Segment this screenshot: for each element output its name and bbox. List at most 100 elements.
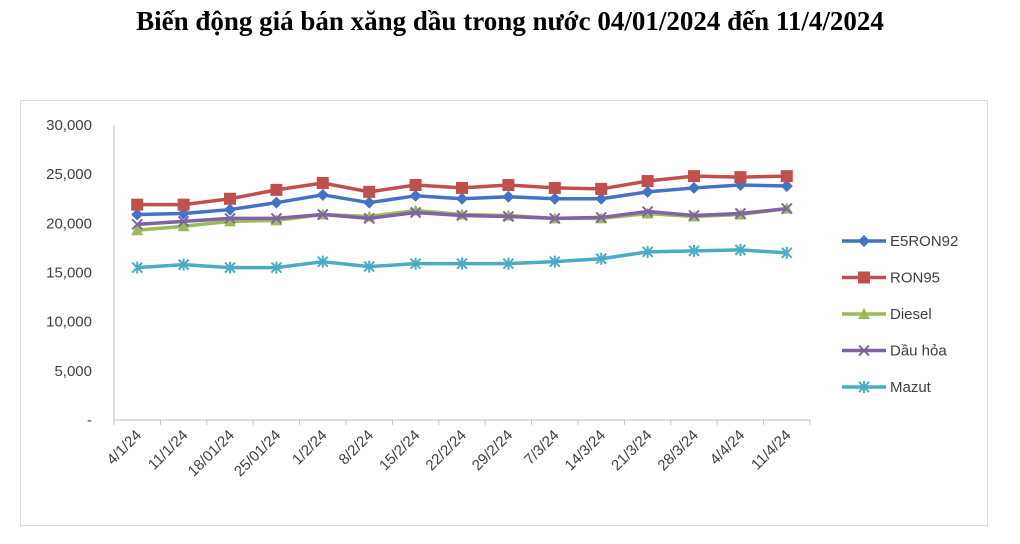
data-point bbox=[688, 244, 700, 257]
data-point bbox=[502, 257, 515, 270]
data-point bbox=[641, 245, 654, 258]
data-point bbox=[270, 261, 283, 274]
data-point bbox=[131, 218, 143, 231]
data-point bbox=[317, 208, 329, 221]
y-tick-label: 10,000 bbox=[46, 314, 92, 331]
x-tick-label: 1/2/24 bbox=[289, 427, 331, 469]
data-point bbox=[224, 261, 236, 274]
data-point bbox=[363, 196, 376, 209]
legend-item: Dầu hỏa bbox=[842, 343, 947, 360]
data-point bbox=[177, 220, 190, 232]
data-point bbox=[409, 206, 422, 219]
data-point bbox=[595, 252, 607, 265]
data-point bbox=[270, 196, 283, 209]
legend-label: Dầu hỏa bbox=[890, 343, 947, 360]
x-tick-label: 4/4/24 bbox=[707, 427, 749, 469]
data-point bbox=[549, 255, 561, 268]
series-mazut bbox=[131, 243, 793, 274]
x-tick-label: 7/3/24 bbox=[521, 427, 563, 469]
x-tick-label: 18/01/24 bbox=[185, 427, 238, 480]
x-tick-label: 21/3/24 bbox=[608, 427, 655, 474]
data-point bbox=[548, 192, 561, 205]
x-tick-label: 15/2/24 bbox=[376, 427, 423, 474]
data-point bbox=[177, 215, 190, 228]
legend-item: RON95 bbox=[842, 270, 940, 287]
x-tick-label: 4/1/24 bbox=[104, 427, 146, 469]
legend-marker bbox=[858, 344, 870, 357]
y-tick-label: 5,000 bbox=[54, 363, 92, 380]
data-point bbox=[688, 181, 700, 194]
legend-item: E5RON92 bbox=[842, 233, 958, 250]
legend: E5RON92 RON95 Diesel Dầu hỏa Mazut bbox=[842, 233, 958, 396]
data-point bbox=[734, 171, 747, 184]
legend-label: Mazut bbox=[890, 379, 932, 396]
data-point bbox=[595, 182, 608, 195]
data-point bbox=[780, 170, 793, 183]
data-point bbox=[595, 211, 607, 224]
x-tick-label: 11/4/24 bbox=[748, 427, 795, 474]
data-point bbox=[270, 212, 283, 225]
series-lines bbox=[131, 170, 793, 274]
x-tick-label: 29/2/24 bbox=[469, 427, 516, 474]
y-tick-label: 20,000 bbox=[46, 215, 92, 232]
data-point bbox=[781, 202, 793, 215]
data-point bbox=[131, 208, 144, 221]
legend-item: Diesel bbox=[842, 306, 932, 323]
data-point bbox=[641, 185, 654, 198]
data-point bbox=[131, 261, 143, 274]
series-ron95 bbox=[131, 170, 793, 211]
axes bbox=[113, 125, 811, 425]
legend-marker bbox=[858, 271, 870, 284]
x-tick-label: 8/2/24 bbox=[336, 427, 378, 469]
data-point bbox=[316, 188, 329, 201]
legend-marker bbox=[858, 381, 870, 393]
x-tick-label: 28/3/24 bbox=[654, 427, 701, 474]
y-tick-label: 30,000 bbox=[46, 117, 92, 134]
data-point bbox=[734, 207, 747, 220]
x-tick-label: 14/3/24 bbox=[562, 427, 609, 474]
data-point bbox=[177, 258, 190, 271]
x-tick-label: 22/2/24 bbox=[422, 427, 469, 474]
data-point bbox=[409, 189, 422, 202]
data-point bbox=[548, 181, 561, 194]
x-tick-label: 25/01/24 bbox=[231, 427, 284, 480]
data-point bbox=[363, 185, 376, 198]
data-point bbox=[316, 177, 329, 190]
data-point bbox=[224, 215, 236, 227]
data-point bbox=[688, 170, 700, 183]
data-point bbox=[224, 212, 236, 225]
legend-label: E5RON92 bbox=[890, 233, 958, 250]
y-tick-label: 25,000 bbox=[46, 166, 92, 183]
legend-item: Mazut bbox=[842, 379, 932, 396]
data-point bbox=[688, 209, 700, 222]
data-point bbox=[780, 179, 793, 192]
data-point bbox=[502, 190, 515, 203]
data-point bbox=[456, 209, 468, 222]
data-point bbox=[734, 243, 747, 256]
data-point bbox=[502, 178, 515, 191]
data-point bbox=[363, 212, 375, 225]
chart-frame bbox=[20, 100, 988, 526]
data-point bbox=[409, 178, 422, 191]
legend-marker bbox=[858, 308, 870, 319]
data-point bbox=[502, 210, 515, 223]
legend-label: RON95 bbox=[890, 270, 940, 287]
data-point bbox=[270, 183, 283, 196]
y-axis-ticks: - 5,000 10,000 15,000 20,000 25,000 30,000 bbox=[46, 117, 92, 429]
data-point bbox=[641, 175, 654, 188]
data-point bbox=[363, 260, 375, 273]
data-point bbox=[409, 257, 422, 270]
series-dầu-hỏa bbox=[131, 202, 793, 231]
data-point bbox=[317, 255, 329, 268]
data-point bbox=[456, 257, 468, 270]
legend-marker bbox=[858, 235, 870, 247]
y-tick-label: - bbox=[87, 412, 92, 429]
data-point bbox=[456, 181, 468, 194]
legend-label: Diesel bbox=[890, 306, 932, 323]
y-tick-label: 15,000 bbox=[46, 265, 92, 282]
data-point bbox=[131, 224, 144, 236]
data-point bbox=[177, 198, 190, 211]
data-point bbox=[456, 192, 468, 205]
